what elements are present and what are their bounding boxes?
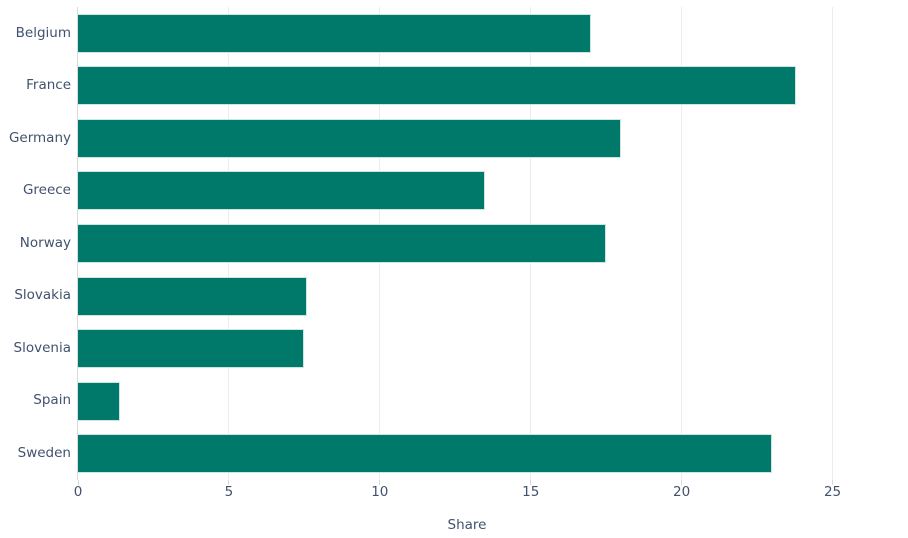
bar-france (78, 66, 797, 106)
gridline-x-25 (832, 7, 834, 480)
bar-belgium (78, 13, 592, 53)
bar-germany (78, 118, 622, 158)
bar-spain (78, 381, 121, 421)
y-label-slovenia: Slovenia (13, 339, 71, 356)
x-tick-label-5: 5 (224, 484, 234, 500)
bar-slovenia (78, 329, 305, 369)
x-tick-mark-25 (832, 480, 834, 485)
y-label-belgium: Belgium (15, 24, 71, 41)
y-label-sweden: Sweden (17, 444, 71, 461)
bar-slovakia (78, 276, 308, 316)
y-label-norway: Norway (19, 234, 71, 251)
y-label-spain: Spain (33, 392, 71, 409)
y-label-france: France (26, 77, 71, 94)
x-tick-mark-15 (530, 480, 532, 485)
gridline-x-20 (681, 7, 683, 480)
x-tick-mark-20 (681, 480, 683, 485)
plot-area (77, 7, 908, 485)
x-tick-label-0: 0 (73, 484, 83, 500)
x-tick-mark-0 (77, 480, 79, 485)
x-tick-label-20: 20 (673, 484, 691, 500)
y-label-germany: Germany (8, 129, 71, 146)
bar-greece (78, 171, 486, 211)
x-axis-title: Share (447, 517, 487, 533)
x-tick-label-25: 25 (823, 484, 842, 500)
x-tick-label-10: 10 (371, 484, 389, 500)
bar-norway (78, 224, 607, 263)
x-tick-mark-5 (228, 480, 230, 485)
x-tick-label-15: 15 (522, 484, 540, 500)
y-label-slovakia: Slovakia (14, 287, 71, 304)
y-label-greece: Greece (22, 182, 71, 199)
bar-sweden (78, 434, 773, 474)
x-tick-mark-10 (379, 480, 381, 485)
